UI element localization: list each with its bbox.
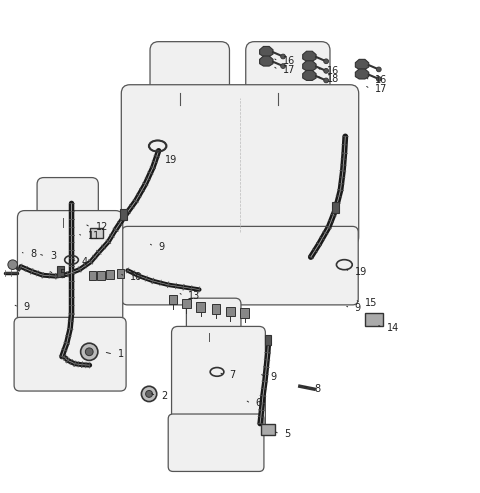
Polygon shape xyxy=(303,51,316,61)
FancyBboxPatch shape xyxy=(246,41,330,102)
Circle shape xyxy=(281,54,286,59)
Bar xyxy=(90,228,103,238)
Text: 15: 15 xyxy=(365,298,378,308)
Circle shape xyxy=(376,67,381,72)
Text: 18: 18 xyxy=(327,74,339,84)
Bar xyxy=(212,304,220,314)
Text: 9: 9 xyxy=(355,303,361,313)
Bar xyxy=(226,307,235,317)
Polygon shape xyxy=(260,56,273,66)
Text: 2: 2 xyxy=(161,391,167,401)
Bar xyxy=(97,271,105,280)
Text: 11: 11 xyxy=(88,231,100,242)
FancyBboxPatch shape xyxy=(121,85,359,246)
Circle shape xyxy=(85,348,93,355)
Polygon shape xyxy=(303,70,316,80)
Bar xyxy=(365,313,383,326)
Text: 19: 19 xyxy=(165,155,177,165)
Text: 16: 16 xyxy=(375,75,387,85)
Bar xyxy=(332,202,339,213)
Text: 8: 8 xyxy=(314,384,320,393)
Polygon shape xyxy=(355,59,369,70)
Bar xyxy=(264,335,271,345)
Circle shape xyxy=(81,343,98,360)
Text: 16: 16 xyxy=(327,66,339,76)
FancyBboxPatch shape xyxy=(37,177,98,224)
Bar xyxy=(106,270,114,279)
Text: 9: 9 xyxy=(24,302,30,312)
Text: 19: 19 xyxy=(355,267,367,277)
Bar xyxy=(120,209,127,220)
Bar xyxy=(240,308,249,318)
Circle shape xyxy=(281,64,286,69)
Bar xyxy=(168,295,177,304)
Text: 4: 4 xyxy=(82,257,88,267)
Text: 17: 17 xyxy=(375,84,387,94)
Text: 5: 5 xyxy=(285,429,291,439)
Text: 13: 13 xyxy=(188,291,201,301)
Bar xyxy=(261,423,275,435)
FancyBboxPatch shape xyxy=(14,317,126,391)
FancyBboxPatch shape xyxy=(186,298,241,338)
Bar xyxy=(196,302,205,312)
Text: 17: 17 xyxy=(283,65,296,75)
Bar xyxy=(58,266,64,277)
Text: 12: 12 xyxy=(96,222,108,232)
Text: 14: 14 xyxy=(387,323,400,333)
Text: 16: 16 xyxy=(283,56,295,66)
Circle shape xyxy=(324,59,328,64)
Text: 6: 6 xyxy=(256,398,262,409)
Text: 3: 3 xyxy=(50,251,56,261)
Circle shape xyxy=(376,76,381,81)
Bar xyxy=(89,271,96,280)
FancyBboxPatch shape xyxy=(168,414,264,471)
Circle shape xyxy=(145,390,153,397)
Bar xyxy=(182,299,191,308)
Circle shape xyxy=(142,386,157,402)
FancyBboxPatch shape xyxy=(122,226,358,305)
FancyBboxPatch shape xyxy=(171,326,265,430)
Polygon shape xyxy=(355,69,369,79)
Text: 1: 1 xyxy=(118,349,124,359)
Text: 10: 10 xyxy=(130,272,142,282)
Circle shape xyxy=(324,69,328,73)
Polygon shape xyxy=(260,46,273,57)
Circle shape xyxy=(324,78,328,83)
FancyBboxPatch shape xyxy=(17,211,123,335)
Text: 7: 7 xyxy=(229,370,236,380)
Bar xyxy=(117,269,124,278)
Circle shape xyxy=(8,260,17,270)
Text: 8: 8 xyxy=(30,249,36,259)
Text: 9: 9 xyxy=(270,372,276,382)
Text: 5: 5 xyxy=(59,269,65,279)
FancyBboxPatch shape xyxy=(150,41,229,102)
Text: 9: 9 xyxy=(158,242,165,251)
Polygon shape xyxy=(303,61,316,71)
